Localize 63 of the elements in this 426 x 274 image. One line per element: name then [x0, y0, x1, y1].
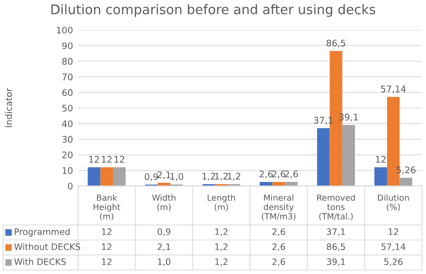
text: 0,9 — [144, 173, 158, 181]
text: 1,2 — [215, 172, 228, 181]
x-tick-label: Mineral density (TM/m3) — [262, 194, 296, 220]
bar — [88, 167, 100, 186]
text: 2,6 — [272, 170, 286, 178]
bar — [400, 178, 412, 186]
data-label: 12 — [102, 228, 112, 235]
data-label: 1,2 — [215, 258, 228, 266]
x-tick-label: Length (m) — [208, 194, 235, 212]
text: 1,2 — [228, 172, 240, 181]
text: 1,2 — [202, 172, 215, 181]
legend-label: With DECKS — [14, 258, 66, 266]
text: 1,0 — [170, 173, 184, 181]
bar — [374, 167, 388, 186]
y-tick-label: 50 — [62, 104, 73, 112]
legend-label: Without DECKS — [14, 243, 80, 250]
data-label: 2,6 — [272, 228, 286, 236]
x-tick-label: Bank Height (m) — [94, 194, 120, 220]
text: 2,6 — [260, 170, 273, 178]
legend-label: Programmed — [14, 228, 70, 237]
bar — [158, 182, 170, 186]
x-tick-label: Width (m) — [152, 194, 176, 212]
bar — [342, 125, 355, 186]
data-label: 12 — [388, 228, 398, 235]
data-label: 1,2 — [215, 228, 228, 236]
y-axis-title: Indicator — [5, 88, 12, 128]
data-label: 86,5 — [326, 243, 345, 251]
text: 12 — [89, 156, 99, 163]
text: 86,5 — [326, 40, 346, 48]
data-label: 2,6 — [272, 258, 286, 266]
data-label: 1,2 — [215, 243, 228, 251]
y-tick-label: 10 — [62, 167, 73, 174]
data-label: 37,1 — [326, 228, 345, 236]
data-label: 57,14 — [381, 244, 406, 251]
data-label: 2,1 — [158, 243, 170, 251]
chart-title: Dilution comparison before and after using decks — [51, 4, 376, 17]
data-label: 1,0 — [158, 258, 170, 266]
data-label: 2,6 — [272, 243, 286, 251]
y-tick-label: 90 — [62, 42, 73, 50]
y-tick-label: 100 — [56, 26, 73, 34]
text: 12 — [376, 156, 386, 163]
x-tick-label: Dilution (%) — [378, 194, 409, 212]
data-label: 5,26 — [384, 258, 403, 266]
bar — [112, 167, 126, 186]
y-tick-label: 0 — [68, 182, 73, 190]
y-tick-label: 40 — [62, 120, 73, 128]
data-label: 12 — [102, 243, 112, 250]
bar — [100, 167, 113, 186]
text: 12 — [102, 156, 112, 163]
text: 2,6 — [284, 170, 298, 178]
text: 57,14 — [381, 86, 406, 94]
text: 12 — [114, 156, 124, 163]
bar — [317, 128, 330, 186]
data-label: 39,1 — [326, 258, 345, 266]
data-label: 0,9 — [158, 228, 170, 236]
x-tick-label: Removed tons (TM/tal.) — [317, 194, 355, 220]
text: 2,1 — [157, 171, 170, 180]
y-tick-label: 20 — [62, 152, 73, 158]
y-tick-label: 60 — [62, 89, 73, 96]
y-tick-label: 30 — [62, 136, 73, 143]
data-label: 12 — [102, 258, 112, 265]
y-tick-label: 80 — [62, 58, 73, 65]
y-tick-label: 70 — [62, 74, 73, 80]
